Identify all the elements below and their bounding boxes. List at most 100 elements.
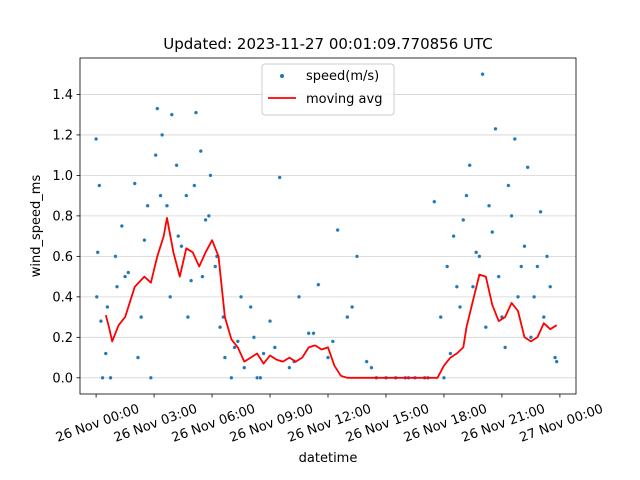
scatter-point bbox=[454, 284, 459, 289]
chart-title: Updated: 2023-11-27 00:01:09.770856 UTC bbox=[163, 35, 493, 53]
scatter-point bbox=[103, 351, 108, 356]
scatter-point bbox=[369, 365, 374, 370]
scatter-point bbox=[258, 375, 263, 380]
scatter-point bbox=[467, 163, 472, 168]
scatter-point bbox=[277, 175, 282, 180]
scatter-point bbox=[535, 264, 540, 269]
scatter-point bbox=[248, 304, 253, 310]
scatter-point bbox=[483, 325, 488, 330]
grid-lines bbox=[80, 94, 576, 379]
y-tick-label: 1.4 bbox=[52, 88, 73, 103]
scatter-point bbox=[155, 106, 160, 111]
scatter-point bbox=[528, 335, 534, 340]
scatter-point bbox=[554, 359, 559, 364]
scatter-point bbox=[512, 136, 517, 142]
y-tick-label: 0.0 bbox=[52, 371, 73, 386]
legend-label-moving-avg: moving avg bbox=[306, 92, 382, 107]
scatter-point bbox=[464, 193, 469, 198]
scatter-point bbox=[238, 294, 244, 299]
scatter-point bbox=[470, 284, 476, 289]
legend: speed(m/s) moving avg bbox=[261, 63, 395, 116]
scatter-point bbox=[198, 149, 203, 154]
scatter-point bbox=[506, 183, 511, 188]
scatter-point bbox=[218, 325, 223, 330]
moving-avg-line bbox=[104, 216, 558, 379]
scatter-point bbox=[97, 183, 102, 188]
scatter-point bbox=[335, 227, 340, 233]
scatter-point bbox=[532, 294, 537, 299]
moving-avg-series bbox=[104, 216, 558, 379]
scatter-point bbox=[94, 294, 99, 299]
scatter-point bbox=[168, 294, 173, 299]
scatter-point bbox=[98, 319, 104, 324]
scatter-point bbox=[544, 254, 550, 259]
scatter-point bbox=[100, 375, 105, 380]
x-axis-label: datetime bbox=[299, 451, 358, 466]
scatter-point bbox=[158, 193, 163, 198]
scatter-point bbox=[105, 304, 110, 310]
scatter-point bbox=[160, 132, 165, 138]
scatter-point bbox=[457, 304, 463, 310]
y-axis-ticks: 0.0 0.2 0.4 0.6 0.8 1.0 1.2 1.4 bbox=[52, 88, 80, 386]
scatter-point bbox=[515, 294, 521, 299]
scatter-point bbox=[153, 153, 158, 158]
scatter-point bbox=[461, 217, 466, 223]
y-tick-label: 0.8 bbox=[52, 209, 73, 224]
scatter-point bbox=[242, 365, 247, 370]
scatter-point bbox=[493, 126, 498, 131]
scatter-point bbox=[354, 254, 360, 259]
y-tick-label: 0.6 bbox=[52, 250, 73, 265]
scatter-point bbox=[496, 274, 501, 279]
scatter-point bbox=[174, 163, 179, 168]
scatter-point bbox=[179, 244, 184, 249]
scatter-point bbox=[164, 203, 170, 208]
scatter-point bbox=[142, 238, 147, 243]
scatter-point bbox=[541, 314, 546, 320]
scatter-point bbox=[451, 234, 456, 239]
y-tick-label: 1.2 bbox=[52, 128, 73, 143]
scatter-point bbox=[126, 270, 131, 275]
scatter-point bbox=[364, 359, 369, 364]
scatter-point bbox=[311, 331, 316, 336]
scatter-point bbox=[135, 355, 141, 360]
scatter-point bbox=[114, 284, 120, 289]
scatter-point bbox=[122, 274, 128, 279]
scatter-point bbox=[113, 254, 118, 259]
scatter-point bbox=[538, 209, 543, 214]
scatter-point bbox=[148, 375, 153, 380]
scatter-point bbox=[525, 165, 530, 170]
scatter-point bbox=[287, 365, 292, 370]
legend-scatter-marker bbox=[280, 74, 284, 78]
scatter-point bbox=[438, 314, 443, 320]
scatter-point bbox=[325, 355, 331, 360]
scatter-point bbox=[522, 244, 527, 249]
scatter-point bbox=[189, 278, 194, 283]
scatter-point bbox=[548, 284, 553, 289]
scatter-point bbox=[272, 345, 277, 350]
scatter-point bbox=[306, 331, 311, 336]
scatter-point bbox=[441, 375, 447, 380]
scatter-point bbox=[200, 274, 205, 279]
scatter-point bbox=[316, 282, 321, 287]
y-tick-label: 0.2 bbox=[52, 331, 73, 346]
scatter-point bbox=[208, 173, 213, 178]
scatter-point bbox=[185, 314, 190, 320]
scatter-point bbox=[330, 339, 335, 344]
scatter-point bbox=[203, 217, 208, 223]
y-axis-label: wind_speed_ms bbox=[29, 175, 44, 278]
scatter-point bbox=[193, 110, 199, 115]
y-tick-label: 0.4 bbox=[52, 290, 73, 305]
scatter-point bbox=[251, 335, 257, 340]
scatter-point bbox=[448, 351, 453, 356]
scatter-point bbox=[432, 199, 437, 204]
legend-label-speed: speed(m/s) bbox=[306, 69, 379, 84]
scatter-point bbox=[477, 254, 482, 259]
scatter-point bbox=[261, 351, 266, 356]
scatter-point bbox=[267, 319, 273, 324]
scatter-point bbox=[296, 294, 302, 299]
scatter-point bbox=[509, 213, 514, 218]
scatter-point bbox=[474, 250, 479, 255]
scatter-point bbox=[552, 355, 558, 360]
scatter-point bbox=[95, 250, 100, 255]
